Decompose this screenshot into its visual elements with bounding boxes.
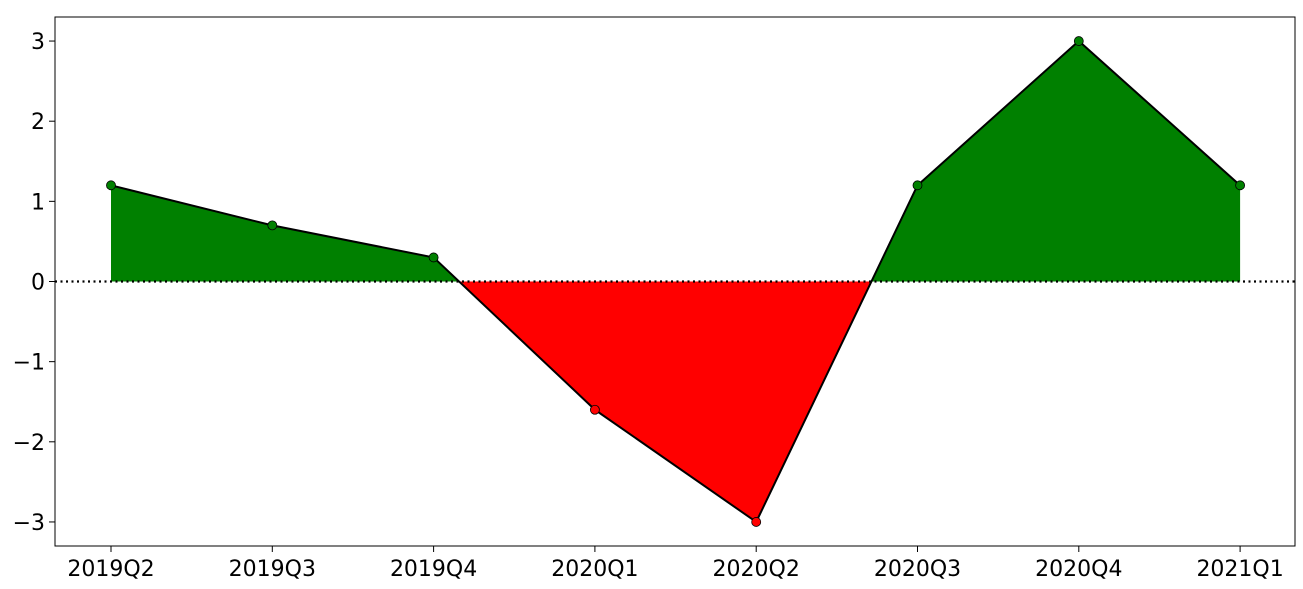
positive-area-2 [871,41,1241,282]
data-point-2020Q4 [1073,36,1084,46]
y-tick-label: −2 [13,431,45,456]
x-tick-label: 2019Q4 [390,557,477,582]
x-axis: 2019Q2 2019Q3 2019Q4 2020Q1 2020Q2 2020Q3 2020… [67,546,1284,582]
point-layer [106,36,1245,527]
positive-area-0 [111,185,460,282]
data-point-2020Q1 [590,404,600,415]
x-tick-label: 2019Q3 [229,557,316,582]
x-tick-label: 2020Q3 [874,557,961,582]
series-line [110,40,1241,523]
x-tick-label: 2020Q2 [713,557,800,582]
y-tick-label: 3 [31,30,45,55]
y-tick-label: 0 [31,271,45,296]
y-tick-label: 2 [31,110,45,135]
x-tick-label: 2021Q1 [1196,557,1283,582]
fill-layer [111,41,1241,522]
x-tick-label: 2020Q4 [1035,557,1122,582]
data-point-2020Q2 [751,517,762,527]
x-tick-label: 2020Q1 [551,557,638,582]
data-point-2019Q2 [106,180,116,191]
negative-area-1 [459,281,872,522]
x-tick-label: 2019Q2 [67,557,154,582]
y-tick-label: 1 [31,190,45,215]
data-point-2019Q4 [428,252,439,263]
y-axis: −3 −2 −1 0 1 2 3 [13,30,55,536]
data-point-2019Q3 [267,220,278,231]
y-tick-label: −1 [13,351,45,376]
data-point-2020Q3 [912,180,923,191]
line-layer [110,40,1241,523]
data-point-2021Q1 [1235,180,1245,191]
y-tick-label: −3 [13,511,45,536]
